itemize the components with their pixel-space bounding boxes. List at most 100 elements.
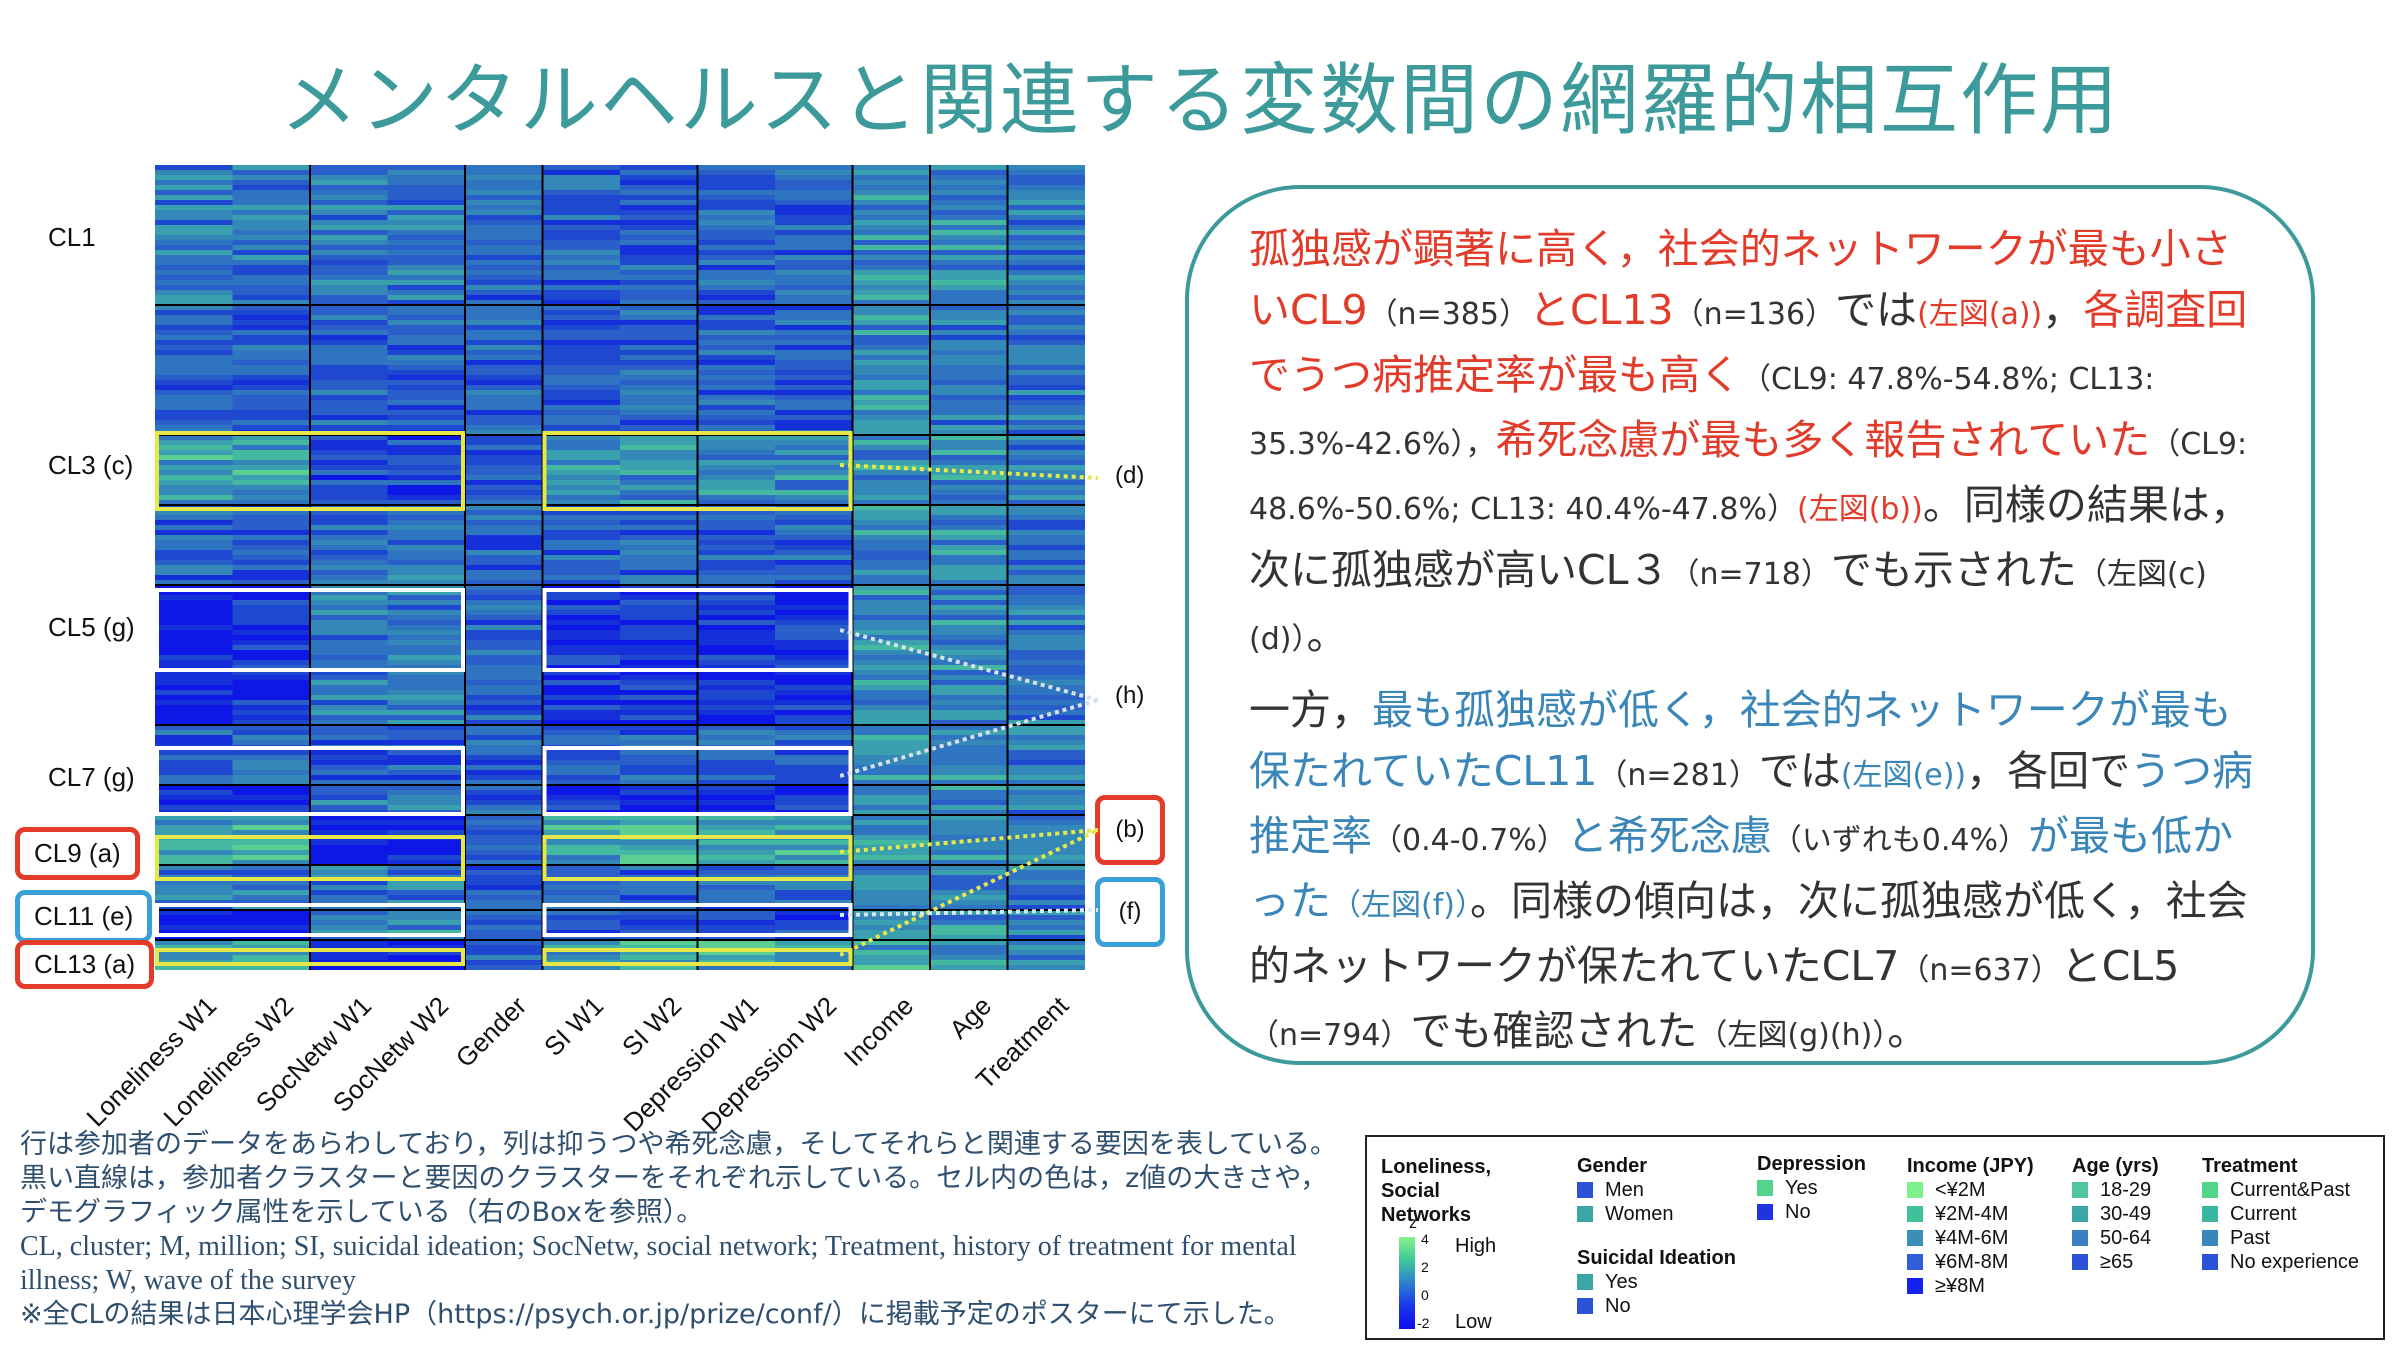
heatmap xyxy=(155,165,1085,970)
cluster-label-cl3: CL3 (c) xyxy=(48,450,134,480)
connector-g7-h xyxy=(840,698,1099,778)
legend-swatch xyxy=(1907,1278,1923,1294)
legend-item-label: Yes xyxy=(1605,1270,1638,1293)
legend-item-label: No xyxy=(1605,1294,1631,1317)
summary-paragraph-2: 一方，最も孤独感が低く，社会的ネットワークが最も保たれていたCL11（n=281… xyxy=(1249,680,2271,1066)
legend-item-income: ≥¥8M xyxy=(1907,1274,2034,1298)
legend-swatch xyxy=(2072,1230,2088,1246)
legend-item-label: Yes xyxy=(1785,1176,1818,1199)
cluster-label-cl11: CL11 (e) xyxy=(15,890,153,943)
text-span: 。 xyxy=(1306,611,1348,659)
text-span: とCL13 xyxy=(1528,286,1674,334)
legend-item-label: No experience xyxy=(2230,1250,2359,1273)
legend-item-label: Men xyxy=(1605,1178,1644,1201)
text-span: （いずれも0.4%） xyxy=(1771,823,2028,858)
legend-item-age: 18-29 xyxy=(2072,1178,2159,1202)
legend-item-depression: No xyxy=(1757,1200,1866,1224)
legend-item-income: ¥4M-6M xyxy=(1907,1226,2034,1250)
side-label-h: (h) xyxy=(1115,682,1145,709)
legend-swatch xyxy=(1907,1206,1923,1222)
legend-swatch xyxy=(2202,1230,2218,1246)
legend-age-title: Age (yrs) xyxy=(2072,1155,2159,1177)
legend-depression-title: Depression xyxy=(1757,1153,1866,1175)
text-span: （n=281） xyxy=(1597,758,1759,793)
legend-item-label: ≥65 xyxy=(2100,1250,2134,1273)
side-label-b: (b) xyxy=(1095,795,1165,865)
legend-income-title: Income (JPY) xyxy=(1907,1155,2034,1177)
summary-box: 孤独感が顕著に高く，社会的ネットワークが最も小さいCL9（n=385）とCL13… xyxy=(1185,185,2315,1065)
cluster-label-cl5: CL5 (g) xyxy=(48,612,135,642)
text-span: 。 xyxy=(1887,1007,1929,1055)
legend-item-income: ¥6M-8M xyxy=(1907,1250,2034,1274)
text-span: (左図(b)) xyxy=(1796,492,1923,527)
legend-treatment-title: Treatment xyxy=(2202,1155,2298,1177)
legend-item-treatment: Current xyxy=(2202,1202,2359,1226)
legend-item-treatment: No experience xyxy=(2202,1250,2359,1274)
text-span: ， xyxy=(2042,286,2084,334)
legend-swatch xyxy=(1757,1204,1773,1220)
legend-swatch xyxy=(1907,1254,1923,1270)
text-span: 孤独感が顕著に高く，社会的ネットワークが最も小さいCL9 xyxy=(1249,225,2232,334)
legend-swatch xyxy=(1907,1182,1923,1198)
legend-gender: Gender Men Women xyxy=(1577,1155,1674,1226)
legend-loneliness-title: Loneliness, Social Networks xyxy=(1381,1156,1492,1226)
legend-gender-title: Gender xyxy=(1577,1155,1648,1177)
legend-treatment: Treatment Current&Past Current Past No expe… xyxy=(2202,1155,2359,1274)
legend-swatch xyxy=(1577,1206,1593,1222)
text-span: （左図(c)(d)） xyxy=(1249,557,2207,657)
connector-c-d xyxy=(840,463,1099,480)
legend-item-label: 50-64 xyxy=(2100,1226,2152,1249)
text-span: 。同様の結果は，次に孤独感が高いCL３ xyxy=(1249,481,2251,594)
legend-item-label: <¥2M xyxy=(1935,1178,1986,1201)
notes-abbreviations: CL, cluster; M, million; SI, suicidal id… xyxy=(20,1231,1297,1296)
legend-item-depression: Yes xyxy=(1757,1176,1866,1200)
legend-item-income: ¥2M-4M xyxy=(1907,1202,2034,1226)
legend-item-label: Women xyxy=(1605,1202,1674,1225)
text-span: と希死念慮 xyxy=(1566,812,1772,860)
notes: 行は参加者のデータをあらわしており，列は抑うつや希死念慮，そしてそれらと関連する… xyxy=(20,1128,1350,1332)
heatmap-canvas xyxy=(155,165,1085,970)
legend-age: Age (yrs) 18-29 30-49 50-64 ≥65 xyxy=(2072,1155,2159,1274)
text-span: 一方， xyxy=(1249,686,1372,734)
text-span: でも確認された xyxy=(1410,1007,1698,1055)
legend-swatch xyxy=(1757,1180,1773,1196)
legend-swatch xyxy=(2202,1254,2218,1270)
legend-swatch xyxy=(1577,1182,1593,1198)
legend-item-label: ¥4M-6M xyxy=(1935,1226,2009,1249)
connector-a9-b xyxy=(840,828,1099,854)
text-span: 希死念慮が最も多く報告されていた xyxy=(1495,416,2151,464)
legend-si: Suicidal Ideation Yes No xyxy=(1577,1247,1736,1318)
text-span: （n=136） xyxy=(1673,297,1836,332)
text-span: （CL9: 48.6%-50.6%; CL13: 40.4%-47.8%） xyxy=(1249,427,2248,527)
legend-item-label: 18-29 xyxy=(2100,1178,2152,1201)
text-span: （CL9: 47.8%-54.8%; CL13: 35.3%-42.6%）， xyxy=(1249,362,2155,462)
text-span: とCL5 xyxy=(2060,942,2180,990)
legend-item-age: 50-64 xyxy=(2072,1226,2159,1250)
legend-swatch xyxy=(1907,1230,1923,1246)
legend-item-treatment: Current&Past xyxy=(2202,1178,2359,1202)
legend-z-tick: -2 xyxy=(1417,1315,1430,1331)
legend-item-gender: Men xyxy=(1577,1178,1674,1202)
text-span: （n=637） xyxy=(1899,953,2061,988)
legend-item-label: Current xyxy=(2230,1202,2297,1225)
legend-swatch xyxy=(1577,1274,1593,1290)
text-span: （n=718） xyxy=(1669,557,1831,592)
legend-item-label: Past xyxy=(2230,1226,2271,1249)
legend-depression: Depression Yes No xyxy=(1757,1153,1866,1224)
text-span: （n=385） xyxy=(1367,297,1529,332)
legend-swatch xyxy=(2072,1254,2088,1270)
cluster-label-cl9: CL9 (a) xyxy=(15,827,140,880)
legend-item-si: No xyxy=(1577,1294,1736,1318)
legend-z-tick: 0 xyxy=(1421,1287,1429,1303)
text-span: ，各回で xyxy=(1966,747,2131,795)
legend-item-label: No xyxy=(1785,1200,1811,1223)
text-span: では xyxy=(1758,747,1841,795)
legend-item-income: <¥2M xyxy=(1907,1178,2034,1202)
legend-item-label: Current&Past xyxy=(2230,1178,2351,1201)
legend-swatch xyxy=(2202,1182,2218,1198)
text-span: では xyxy=(1835,286,1918,334)
text-span: （n=794） xyxy=(1249,1018,1411,1053)
legend-z-label: z xyxy=(1409,1215,1417,1232)
legend-swatch xyxy=(2072,1206,2088,1222)
legend-item-label: 30-49 xyxy=(2100,1202,2152,1225)
